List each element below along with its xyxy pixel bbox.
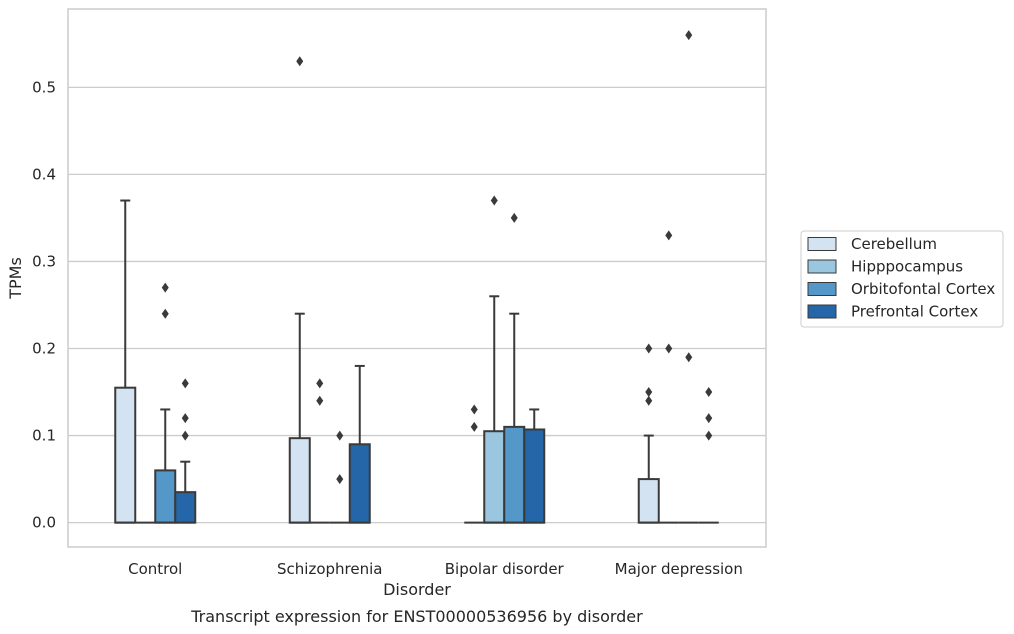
legend-swatch bbox=[807, 259, 837, 274]
y-tick-label: 0.4 bbox=[32, 165, 56, 183]
outlier-point bbox=[336, 430, 344, 441]
x-tick-label: Schizophrenia bbox=[277, 560, 382, 578]
x-tick-label: Bipolar disorder bbox=[445, 560, 565, 578]
plot-frame bbox=[67, 8, 767, 548]
legend-frame bbox=[800, 230, 1004, 328]
outlier-point bbox=[685, 30, 693, 41]
outlier-point bbox=[181, 413, 189, 424]
x-axis-ticks: Control Schizophrenia Bipolar disorder Majo… bbox=[128, 560, 743, 578]
legend: Cerebellum Hipppocampus Orbitofontal Corte… bbox=[800, 230, 1004, 328]
y-tick-label: 0.0 bbox=[32, 514, 56, 532]
outlier-point bbox=[470, 404, 478, 415]
outlier-point bbox=[161, 308, 169, 319]
outlier-point bbox=[705, 413, 713, 424]
x-tick-label: Major depression bbox=[615, 560, 743, 578]
outlier-point bbox=[705, 387, 713, 398]
legend-label: Orbitofontal Cortex bbox=[851, 280, 995, 298]
legend-swatch bbox=[807, 304, 837, 319]
gridlines bbox=[68, 86, 766, 524]
y-tick-label: 0.2 bbox=[32, 340, 56, 358]
legend-swatch bbox=[807, 282, 837, 296]
outlier-point bbox=[645, 387, 653, 398]
outlier-point bbox=[665, 343, 673, 354]
series-cerebellum bbox=[114, 56, 660, 524]
legend-label: Prefrontal Cortex bbox=[851, 303, 978, 321]
series-hipppocampus bbox=[135, 195, 679, 524]
outlier-point bbox=[316, 395, 324, 406]
legend-label: Hipppocampus bbox=[851, 258, 963, 276]
box-series bbox=[114, 30, 719, 524]
outlier-point bbox=[161, 282, 169, 293]
x-axis-label: Disorder bbox=[383, 580, 451, 599]
legend-label: Cerebellum bbox=[851, 235, 937, 253]
box bbox=[348, 443, 371, 524]
outlier-point bbox=[181, 378, 189, 389]
series-prefrontal-cortex bbox=[174, 364, 719, 524]
x-tick-label: Control bbox=[128, 560, 182, 578]
box bbox=[637, 478, 660, 524]
y-tick-label: 0.1 bbox=[32, 427, 56, 445]
outlier-point bbox=[470, 421, 478, 432]
outlier-point bbox=[296, 56, 304, 67]
box bbox=[288, 437, 311, 524]
box bbox=[174, 491, 197, 524]
chart-caption: Transcript expression for ENST0000053695… bbox=[190, 607, 643, 626]
y-axis-label: TPMs bbox=[6, 257, 25, 300]
y-tick-label: 0.3 bbox=[32, 252, 56, 270]
outlier-point bbox=[510, 212, 518, 223]
outlier-point bbox=[705, 430, 713, 441]
box bbox=[154, 469, 177, 524]
outlier-point bbox=[665, 230, 673, 241]
outlier-point bbox=[645, 395, 653, 406]
outlier-point bbox=[685, 352, 693, 363]
outlier-point bbox=[645, 343, 653, 354]
outlier-point bbox=[490, 195, 498, 206]
outlier-point bbox=[336, 474, 344, 485]
legend-swatch bbox=[807, 237, 837, 251]
box bbox=[503, 425, 526, 524]
y-tick-label: 0.5 bbox=[32, 78, 56, 96]
box bbox=[114, 386, 137, 524]
box bbox=[483, 430, 506, 524]
outlier-point bbox=[316, 378, 324, 389]
box bbox=[523, 428, 546, 524]
outlier-point bbox=[181, 430, 189, 441]
series-orbitofontal-cortex bbox=[154, 30, 699, 524]
y-axis-ticks: 0.0 0.1 0.2 0.3 0.4 0.5 bbox=[32, 78, 56, 531]
